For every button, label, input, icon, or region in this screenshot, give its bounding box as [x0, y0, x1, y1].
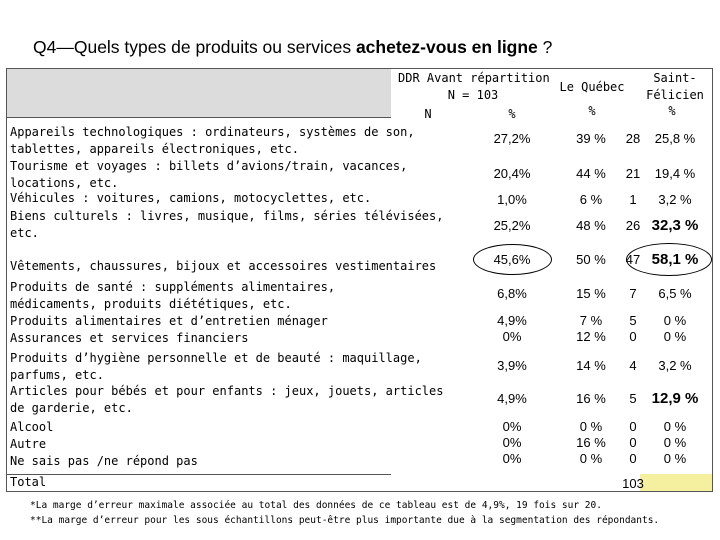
row-label: etc.	[10, 226, 39, 240]
cell-qc: 6 %	[579, 192, 603, 207]
cell-n: 26	[625, 218, 641, 233]
highlight-circle-pct	[473, 244, 552, 275]
row-label: médicaments, produits diététiques, etc.	[10, 297, 292, 311]
title-prefix: Q4—Quels types de produits ou services	[33, 37, 356, 57]
header-saint-felicien-2: Félicien	[646, 88, 704, 102]
row-label: Produits alimentaires et d’entretien mén…	[10, 314, 328, 328]
cell-n: 7	[629, 286, 637, 301]
cell-qc: 16 %	[576, 391, 606, 406]
row-label: parfums, etc.	[10, 368, 104, 382]
row-label: Autre	[10, 437, 47, 451]
row-label: tablettes, appareils électroniques, etc.	[10, 142, 299, 156]
page-title: Q4—Quels types de produits ou services a…	[33, 37, 552, 58]
cell-pct: 0%	[502, 419, 522, 434]
cell-sf: 0 %	[663, 313, 687, 328]
header-quebec: Le Québec	[559, 80, 625, 94]
header-saint-felicien-1: Saint-	[653, 71, 697, 85]
cell-sf: 3,2 %	[658, 192, 692, 207]
cell-qc: 14 %	[576, 358, 606, 373]
cell-pct: 6,8%	[497, 286, 527, 301]
cell-sf: 12,9 %	[651, 390, 699, 407]
cell-n: 0	[629, 419, 637, 434]
row-label: Produits de santé : suppléments alimenta…	[10, 280, 336, 294]
cell-sf: 0 %	[663, 435, 687, 450]
cell-n: 0	[629, 435, 637, 450]
highlight-circle-sf	[626, 243, 712, 276]
header-pct: %	[508, 107, 516, 121]
cell-pct: 3,9%	[497, 358, 527, 373]
row-label: de garderie, etc.	[10, 401, 133, 415]
cell-pct: 0%	[502, 329, 522, 344]
cell-qc: 7 %	[579, 313, 603, 328]
cell-qc: 0 %	[579, 451, 603, 466]
total-divider	[7, 474, 391, 475]
cell-qc: 15 %	[576, 286, 606, 301]
cell-qc: 50 %	[576, 252, 606, 267]
cell-pct: 20,4%	[493, 166, 531, 181]
row-label: Ne sais pas /ne répond pas	[10, 454, 198, 468]
cell-qc: 39 %	[576, 131, 606, 146]
row-label: Appareils technologiques : ordinateurs, …	[10, 125, 415, 139]
header-quebec-pct: %	[588, 104, 596, 118]
cell-sf: 19,4 %	[654, 166, 696, 181]
header-ddr-n: N = 103	[447, 88, 499, 102]
row-label: Articles pour bébés et pour enfants : je…	[10, 384, 444, 398]
row-label: Alcool	[10, 420, 54, 434]
cell-pct: 4,9%	[497, 391, 527, 406]
cell-sf: 6,5 %	[658, 286, 692, 301]
header-label-cell	[7, 69, 391, 118]
row-label: Assurances et services financiers	[10, 331, 249, 345]
total-highlight-cell	[640, 474, 712, 491]
cell-qc: 12 %	[576, 329, 606, 344]
header-ddr: DDR Avant répartition	[398, 71, 550, 85]
cell-n: 1	[629, 192, 637, 207]
row-label: Vêtements, chaussures, bijoux et accesso…	[10, 259, 437, 273]
cell-n: 0	[629, 329, 637, 344]
cell-pct: 4,9%	[497, 313, 527, 328]
row-label: Produits d’hygiène personnelle et de bea…	[10, 351, 422, 365]
cell-n: 28	[625, 131, 641, 146]
cell-sf: 0 %	[663, 329, 687, 344]
cell-n: 4	[629, 358, 637, 373]
row-label: Véhicules : voitures, camions, motocycle…	[10, 191, 372, 205]
cell-pct: 25,2%	[493, 218, 531, 233]
cell-n: 21	[625, 166, 641, 181]
footnote-1: *La marge d’erreur maximale associée au …	[30, 500, 602, 511]
title-suffix: ?	[537, 37, 553, 57]
cell-sf: 0 %	[663, 419, 687, 434]
header-saint-felicien-pct: %	[668, 104, 676, 118]
row-label: locations, etc.	[10, 176, 119, 190]
cell-sf: 3,2 %	[658, 358, 692, 373]
cell-n: 5	[629, 391, 637, 406]
header-n: N	[424, 107, 432, 121]
cell-qc: 0 %	[579, 419, 603, 434]
cell-pct: 0%	[502, 435, 522, 450]
title-bold: achetez-vous en ligne	[355, 37, 538, 57]
cell-sf: 0 %	[663, 451, 687, 466]
table-frame	[6, 68, 713, 492]
row-label: Tourisme et voyages : billets d’avions/t…	[10, 159, 408, 173]
cell-pct: 0%	[502, 451, 522, 466]
row-label: Total	[10, 475, 47, 489]
cell-qc: 44 %	[576, 166, 606, 181]
cell-pct: 1,0%	[497, 192, 527, 207]
footnote-2: **La marge d’erreur pour les sous échant…	[30, 515, 660, 526]
row-label: Biens culturels : livres, musique, films…	[10, 209, 444, 223]
cell-sf: 25,8 %	[654, 131, 696, 146]
cell-n: 5	[629, 313, 637, 328]
cell-pct: 27,2%	[493, 131, 531, 146]
cell-sf: 32,3 %	[651, 217, 699, 234]
cell-n: 103	[622, 476, 644, 491]
cell-qc: 48 %	[576, 218, 606, 233]
cell-qc: 16 %	[576, 435, 606, 450]
cell-n: 0	[629, 451, 637, 466]
